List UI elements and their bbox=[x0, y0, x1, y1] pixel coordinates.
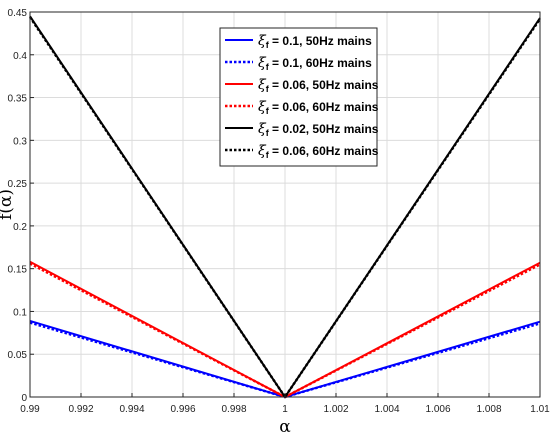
y-tick-label: 0.05 bbox=[8, 350, 28, 361]
x-tick-label: 1.004 bbox=[374, 404, 399, 415]
legend-label: = 0.1, 50Hz mains bbox=[269, 34, 372, 48]
x-tick-label: 1.006 bbox=[425, 404, 450, 415]
x-tick-label: 1.008 bbox=[476, 404, 501, 415]
legend-entry: ξf = 0.06, 60Hz mains bbox=[258, 99, 379, 116]
legend-symbol: ξ bbox=[258, 143, 267, 159]
legend-label: = 0.1, 60Hz mains bbox=[269, 56, 372, 70]
y-tick-label: 0.2 bbox=[13, 222, 27, 233]
x-tick-label: 0.996 bbox=[170, 404, 195, 415]
y-tick-label: 0.45 bbox=[8, 8, 28, 19]
x-tick-label: 1 bbox=[282, 404, 288, 415]
legend-entry: ξf = 0.02, 50Hz mains bbox=[258, 121, 379, 138]
y-tick-label: 0.1 bbox=[13, 307, 27, 318]
legend-subscript: f bbox=[266, 84, 270, 94]
y-tick-label: 0.15 bbox=[8, 265, 28, 276]
x-tick-label: 1.002 bbox=[323, 404, 348, 415]
y-tick-label: 0 bbox=[21, 393, 27, 404]
legend-symbol: ξ bbox=[258, 99, 267, 115]
legend-entry: ξf = 0.06, 60Hz mains bbox=[258, 143, 379, 160]
legend-subscript: f bbox=[266, 106, 270, 116]
y-tick-label: 0.35 bbox=[8, 94, 28, 105]
x-axis-ticks: 0.99 0.992 0.994 0.996 0.998 1 1.002 1.004 1.006… bbox=[20, 393, 550, 415]
x-tick-label: 0.992 bbox=[68, 404, 93, 415]
legend-label: = 0.06, 50Hz mains bbox=[269, 78, 379, 92]
x-axis-label: α bbox=[279, 417, 291, 437]
x-tick-label: 0.99 bbox=[20, 404, 40, 415]
legend-symbol: ξ bbox=[258, 77, 267, 93]
legend-subscript: f bbox=[266, 128, 270, 138]
legend-entry: ξf = 0.1, 50Hz mains bbox=[258, 33, 372, 50]
series-line-4 bbox=[29, 262, 541, 399]
y-tick-label: 0.3 bbox=[13, 136, 27, 147]
legend-subscript: f bbox=[266, 40, 270, 50]
legend-label: = 0.06, 60Hz mains bbox=[269, 144, 379, 158]
legend-subscript: f bbox=[266, 150, 270, 160]
x-tick-label: 1.01 bbox=[530, 404, 550, 415]
series-line-6 bbox=[28, 16, 542, 400]
legend-entry: ξf = 0.1, 60Hz mains bbox=[258, 55, 372, 72]
legend-label: = 0.02, 50Hz mains bbox=[269, 122, 379, 136]
legend-box bbox=[219, 27, 378, 167]
x-tick-label: 0.998 bbox=[221, 404, 246, 415]
legend-subscript: f bbox=[266, 62, 270, 72]
y-tick-label: 0.4 bbox=[13, 51, 27, 62]
legend-symbol: ξ bbox=[258, 33, 267, 49]
legend-symbol: ξ bbox=[258, 55, 267, 71]
legend-entry: ξf = 0.06, 50Hz mains bbox=[258, 77, 379, 94]
legend-symbol: ξ bbox=[258, 121, 267, 137]
legend-label: = 0.06, 60Hz mains bbox=[269, 100, 379, 114]
y-axis-label: f(α) bbox=[0, 189, 16, 220]
y-axis-ticks: 0 0.05 0.1 0.15 0.2 0.25 0.3 0.35 0.4 0.45 bbox=[8, 8, 34, 404]
x-tick-label: 0.994 bbox=[119, 404, 144, 415]
y-tick-label: 0.25 bbox=[8, 179, 28, 190]
